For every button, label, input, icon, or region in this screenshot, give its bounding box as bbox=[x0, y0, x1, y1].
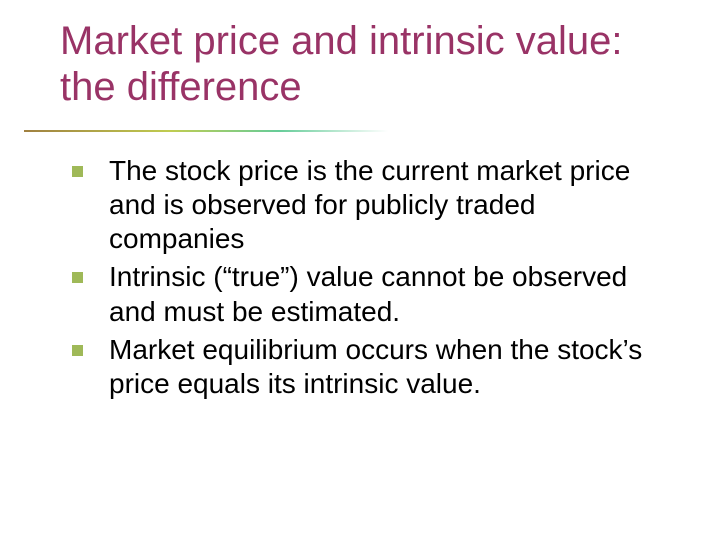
bullet-text: The stock price is the current market pr… bbox=[109, 154, 670, 256]
list-item: The stock price is the current market pr… bbox=[72, 154, 670, 256]
list-item: Intrinsic (“true”) value cannot be obser… bbox=[72, 260, 670, 328]
bullet-text: Market equilibrium occurs when the stock… bbox=[109, 333, 670, 401]
bullet-text: Intrinsic (“true”) value cannot be obser… bbox=[109, 260, 670, 328]
square-bullet-icon bbox=[72, 272, 83, 283]
square-bullet-icon bbox=[72, 166, 83, 177]
list-item: Market equilibrium occurs when the stock… bbox=[72, 333, 670, 401]
underline-gradient bbox=[24, 130, 388, 132]
bullet-list: The stock price is the current market pr… bbox=[60, 154, 680, 401]
title-underline bbox=[24, 130, 652, 132]
slide-title: Market price and intrinsic value: the di… bbox=[60, 18, 680, 110]
square-bullet-icon bbox=[72, 345, 83, 356]
slide: Market price and intrinsic value: the di… bbox=[0, 0, 720, 540]
